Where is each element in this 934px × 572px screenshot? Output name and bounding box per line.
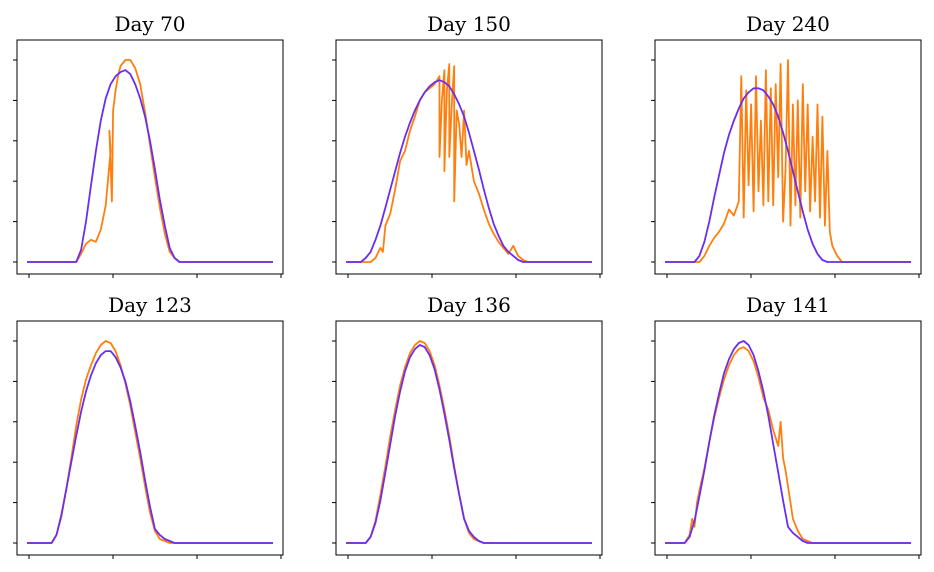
panel-title: Day 123 bbox=[108, 293, 192, 317]
plot-frame bbox=[16, 320, 284, 556]
plot-frame bbox=[335, 320, 603, 556]
model-series-line bbox=[27, 350, 273, 544]
measured-series-line bbox=[665, 346, 911, 544]
chart-panel: Day 240 bbox=[651, 12, 922, 278]
chart-panel: Day 150 bbox=[332, 12, 603, 278]
panel-title: Day 136 bbox=[427, 293, 511, 317]
panel-title: Day 70 bbox=[114, 12, 185, 36]
panel-title: Day 240 bbox=[746, 12, 830, 36]
chart-panel: Day 141 bbox=[651, 293, 922, 559]
chart-panel: Day 70 bbox=[13, 12, 284, 278]
plot-frame bbox=[654, 320, 922, 556]
model-series-line bbox=[665, 340, 911, 544]
model-series-line bbox=[27, 69, 273, 263]
model-series-line bbox=[346, 79, 592, 263]
measured-series-line bbox=[27, 59, 273, 263]
measured-series-line bbox=[665, 59, 911, 263]
panel-title: Day 150 bbox=[427, 12, 511, 36]
chart-panel: Day 123 bbox=[13, 293, 284, 559]
measured-series-line bbox=[346, 63, 592, 263]
model-series-line bbox=[665, 87, 911, 263]
panel-title: Day 141 bbox=[746, 293, 830, 317]
model-series-line bbox=[346, 344, 592, 544]
chart-panel: Day 136 bbox=[332, 293, 603, 559]
plot-frame bbox=[335, 39, 603, 275]
plot-frame bbox=[16, 39, 284, 275]
